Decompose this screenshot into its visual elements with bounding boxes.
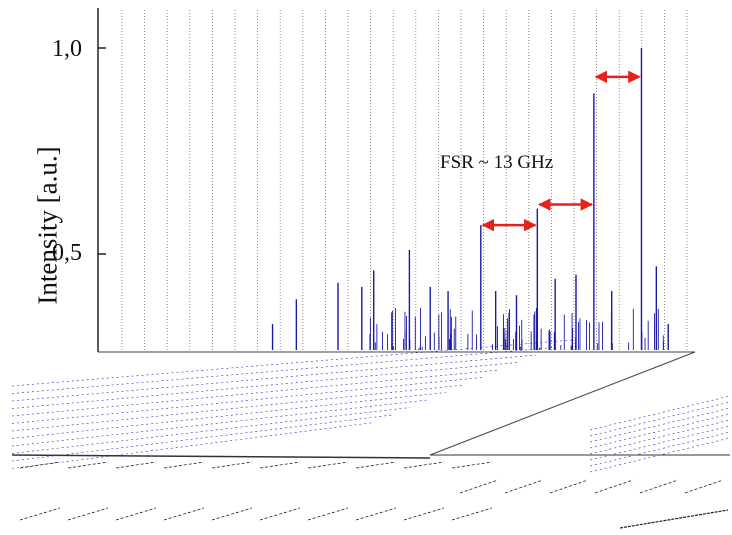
fsr-annotation: FSR ~ 13 GHz [440, 152, 554, 173]
y-tick-label-2: 0,5 [52, 240, 82, 266]
floor-tick-mark [115, 461, 157, 469]
floor-tick-mark [639, 479, 679, 494]
floor-trace-right [589, 437, 731, 473]
floor-trace [11, 347, 555, 394]
floor-tick-mark [115, 507, 157, 521]
floor-tick-mark [355, 507, 397, 521]
floor-tick-mark [549, 479, 589, 494]
fsr-arrows [481, 70, 641, 232]
floor-trace [11, 354, 537, 402]
floor-tick-mark [594, 479, 634, 494]
floor-tick-mark [19, 461, 61, 469]
floor-trace [11, 369, 501, 417]
floor-trace-right [589, 401, 731, 437]
floor-edge-right [429, 351, 696, 456]
floor-tick-mark [307, 507, 349, 521]
y-axis-label: Intensity [a.u.] [32, 146, 63, 305]
floor-tick-mark [163, 461, 205, 469]
floor-tick-mark [403, 461, 445, 469]
spectral-peaks [271, 48, 669, 350]
floor-tick-mark [211, 461, 253, 469]
floor-trace [11, 392, 447, 439]
floor-trace-right [589, 395, 731, 431]
floor-tick-mark [163, 507, 205, 521]
floor-tick-mark [19, 507, 61, 521]
axes [97, 8, 695, 353]
floor-trace [11, 362, 519, 409]
front-baseline [11, 454, 431, 459]
y-tick-label-1: 1,0 [52, 36, 82, 62]
floor-trace [11, 384, 465, 432]
floor-trace [11, 407, 411, 454]
floor-label-scribble [619, 509, 729, 529]
floor-tick-mark [259, 461, 301, 469]
floor-tick-mark [684, 479, 724, 494]
floor-trace [11, 422, 375, 469]
floor-trace-right [589, 431, 731, 467]
floor-tick-mark [67, 461, 109, 469]
perspective-floor [11, 339, 731, 529]
floor-tick-mark [211, 507, 253, 521]
floor-tick-mark [403, 507, 445, 521]
floor-trace-right [589, 407, 731, 443]
floor-trace [11, 339, 573, 387]
floor-tick-mark [259, 507, 301, 521]
floor-tick-mark [504, 479, 544, 494]
floor-tick-mark [451, 507, 493, 521]
floor-trace [11, 399, 429, 447]
floor-trace-right [589, 425, 731, 461]
floor-tick-mark [459, 479, 499, 494]
floor-trace [11, 377, 483, 424]
floor-tick-mark [307, 461, 349, 469]
floor-tick-mark [355, 461, 397, 469]
vertical-gridlines [121, 10, 688, 350]
floor-tick-mark [451, 461, 493, 469]
floor-trace-right [589, 419, 731, 455]
floor-trace-right [589, 413, 731, 449]
floor-trace [11, 414, 393, 462]
floor-tick-mark [67, 507, 109, 521]
